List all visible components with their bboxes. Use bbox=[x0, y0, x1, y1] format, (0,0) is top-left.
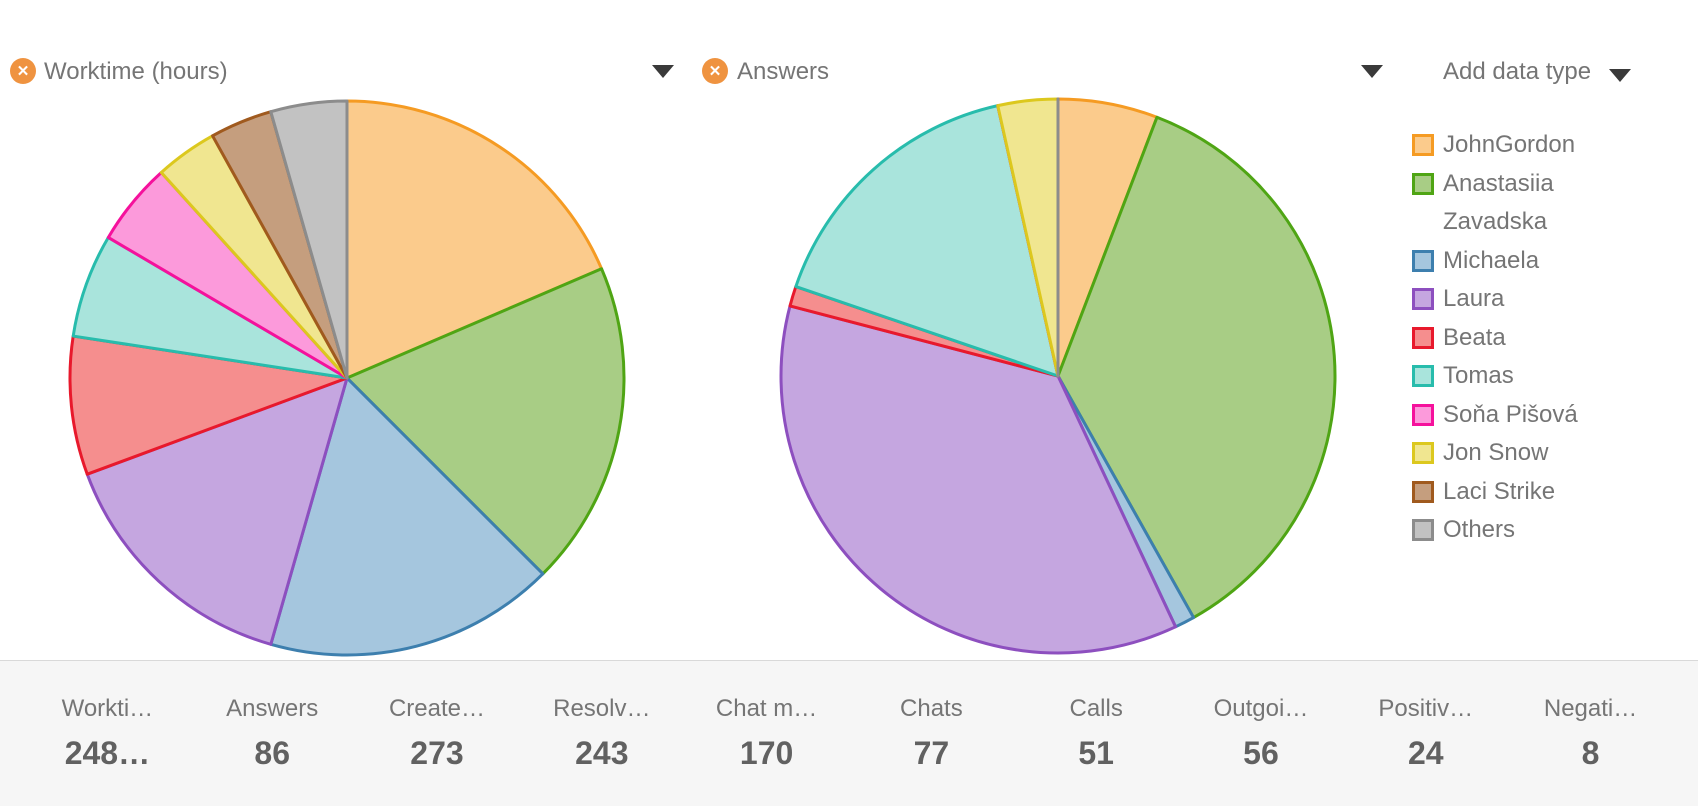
pie-slice-anastasiia-zavadska[interactable] bbox=[1056, 115, 1337, 620]
legend-label: JohnGordon bbox=[1443, 131, 1576, 158]
stat-value: 24 bbox=[1407, 735, 1444, 771]
legend-swatch-icon bbox=[1412, 442, 1434, 464]
pie-slice-others[interactable] bbox=[269, 99, 349, 380]
legend-item: Laura bbox=[1412, 280, 1639, 319]
legend-label: Laura bbox=[1443, 285, 1505, 312]
legend-item: Others bbox=[1412, 511, 1639, 550]
pie-slice-anastasiia-zavadska[interactable] bbox=[345, 267, 626, 576]
legend-label: Tomas bbox=[1443, 362, 1514, 389]
answers-pie-chart bbox=[779, 97, 1337, 655]
legend-item: Beata bbox=[1412, 319, 1639, 358]
stat-label: Outgoi… bbox=[1213, 695, 1309, 722]
legend: JohnGordon Anastasiia Zavadska Michaela … bbox=[1412, 126, 1639, 550]
pie-slice-michaela[interactable] bbox=[269, 376, 545, 657]
stat-value: 243 bbox=[575, 735, 629, 771]
legend-swatch-icon bbox=[1412, 519, 1434, 541]
legend-swatch-icon bbox=[1412, 288, 1434, 310]
stat-label: Negati… bbox=[1543, 695, 1638, 722]
legend-swatch-icon bbox=[1412, 172, 1434, 195]
legend-label: Anastasiia Zavadska bbox=[1443, 169, 1554, 236]
legend-swatch-icon bbox=[1412, 480, 1434, 503]
legend-label: Laci Strike bbox=[1443, 477, 1556, 505]
stat-tile[interactable]: Workti… 248… bbox=[25, 661, 190, 806]
legend-item: JohnGordon bbox=[1412, 126, 1639, 165]
stat-tile[interactable]: Positiv… 24 bbox=[1343, 661, 1508, 806]
stat-label: Positiv… bbox=[1378, 695, 1474, 722]
stat-label: Workti… bbox=[61, 695, 154, 722]
legend-item: Laci Strike bbox=[1412, 473, 1639, 512]
pie-slice-laura[interactable] bbox=[85, 376, 349, 646]
stat-value: 86 bbox=[254, 735, 290, 771]
stat-value: 248… bbox=[64, 735, 151, 771]
worktime-chart-title: Worktime (hours) bbox=[44, 58, 228, 85]
legend-label: Michaela bbox=[1443, 246, 1540, 274]
worktime-pie-chart bbox=[68, 99, 626, 657]
stat-tile[interactable]: Negati… 8 bbox=[1508, 661, 1673, 806]
answers-chart-title: Answers bbox=[737, 58, 830, 85]
stats-bar: Workti… 248… Answers 86 Create… 273 Reso… bbox=[0, 660, 1698, 806]
stat-value: 273 bbox=[410, 735, 464, 771]
legend-item: Michaela bbox=[1412, 242, 1639, 281]
stat-value: 8 bbox=[1581, 735, 1600, 771]
stat-tile[interactable]: Create… 273 bbox=[355, 661, 520, 806]
pie-slice-beata[interactable] bbox=[68, 334, 349, 476]
legend-swatch-icon bbox=[1412, 365, 1434, 387]
stat-value: 170 bbox=[739, 735, 794, 771]
stat-label: Create… bbox=[388, 695, 486, 722]
legend-item: Anastasiia Zavadska bbox=[1412, 165, 1639, 242]
stat-label: Chats bbox=[900, 695, 963, 722]
remove-answers-datatype-icon[interactable]: ✕ bbox=[702, 58, 728, 84]
pie-slice-laura[interactable] bbox=[779, 304, 1178, 655]
legend-item: Tomas bbox=[1412, 357, 1639, 396]
legend-swatch-icon bbox=[1412, 134, 1434, 156]
remove-worktime-datatype-icon[interactable]: ✕ bbox=[10, 58, 36, 84]
legend-label: Beata bbox=[1443, 323, 1506, 351]
add-data-type-button[interactable]: Add data type bbox=[1443, 58, 1632, 86]
legend-label: Soňa Pišová bbox=[1443, 400, 1578, 428]
stat-value: 77 bbox=[913, 735, 950, 771]
stat-tile[interactable]: Chats 77 bbox=[849, 661, 1014, 806]
stat-tile[interactable]: Chat m… 170 bbox=[684, 661, 849, 806]
pie-slice-tomas[interactable] bbox=[794, 104, 1060, 378]
pie-slice-johngordon[interactable] bbox=[345, 99, 604, 380]
add-data-type-caret-icon bbox=[1609, 68, 1632, 82]
stat-tile[interactable]: Resolv… 243 bbox=[519, 661, 684, 806]
stat-tile[interactable]: Outgoi… 56 bbox=[1179, 661, 1344, 806]
answers-chart-options-caret-icon[interactable] bbox=[1361, 65, 1383, 78]
worktime-chart-options-caret-icon[interactable] bbox=[652, 65, 674, 78]
legend-label: Jon Snow bbox=[1443, 439, 1549, 466]
stat-label: Answers bbox=[226, 695, 319, 722]
stat-label: Chat m… bbox=[715, 695, 818, 722]
stat-tile[interactable]: Answers 86 bbox=[190, 661, 355, 806]
stat-tile[interactable]: Calls 51 bbox=[1014, 661, 1179, 806]
stat-value: 51 bbox=[1078, 735, 1114, 771]
stat-label: Calls bbox=[1069, 695, 1123, 722]
add-data-type-label: Add data type bbox=[1443, 58, 1592, 85]
legend-swatch-icon bbox=[1412, 326, 1434, 349]
legend-label: Others bbox=[1443, 516, 1516, 543]
stat-label: Resolv… bbox=[553, 695, 651, 722]
legend-swatch-icon bbox=[1412, 403, 1434, 426]
stat-value: 56 bbox=[1243, 735, 1279, 771]
legend-item: Jon Snow bbox=[1412, 434, 1639, 473]
legend-swatch-icon bbox=[1412, 249, 1434, 272]
legend-item: Soňa Pišová bbox=[1412, 396, 1639, 435]
